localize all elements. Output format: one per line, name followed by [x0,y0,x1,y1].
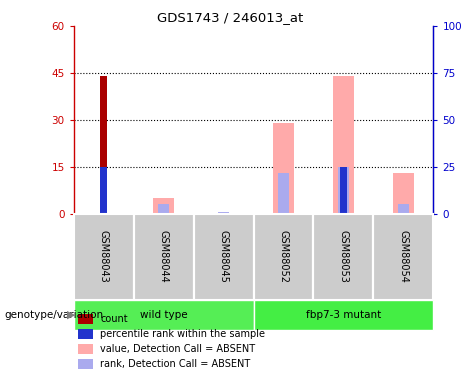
Text: wild type: wild type [140,310,188,320]
Bar [78,344,93,354]
Bar [338,167,349,214]
Bar [278,172,289,214]
Bar [194,214,254,300]
Text: percentile rank within the sample: percentile rank within the sample [100,329,266,339]
Bar [398,204,409,214]
Text: rank, Detection Call = ABSENT: rank, Detection Call = ABSENT [100,359,251,369]
Bar [340,167,347,214]
Bar [373,214,433,300]
Bar [273,123,294,214]
Text: ▶: ▶ [67,310,75,320]
Bar [153,198,174,214]
Text: genotype/variation: genotype/variation [5,310,104,320]
Bar [254,214,313,300]
Bar [78,329,93,339]
Text: count: count [100,314,128,324]
Bar [74,214,134,300]
Text: GDS1743 / 246013_at: GDS1743 / 246013_at [157,11,304,24]
Bar [393,173,414,214]
Bar [78,314,93,324]
Text: GSM88044: GSM88044 [159,231,169,283]
Bar [100,76,107,214]
Bar [313,214,373,300]
Text: GSM88053: GSM88053 [338,230,349,284]
Text: GSM88054: GSM88054 [398,230,408,284]
Bar [100,167,107,214]
Bar [158,204,169,214]
Bar [134,214,194,300]
Bar [218,212,229,214]
Bar [74,300,254,330]
Text: GSM88052: GSM88052 [278,230,289,284]
Bar [78,359,93,369]
Text: fbp7-3 mutant: fbp7-3 mutant [306,310,381,320]
Bar [333,76,354,214]
Bar [254,300,433,330]
Text: value, Detection Call = ABSENT: value, Detection Call = ABSENT [100,344,255,354]
Text: GSM88043: GSM88043 [99,231,109,283]
Text: GSM88045: GSM88045 [219,230,229,284]
